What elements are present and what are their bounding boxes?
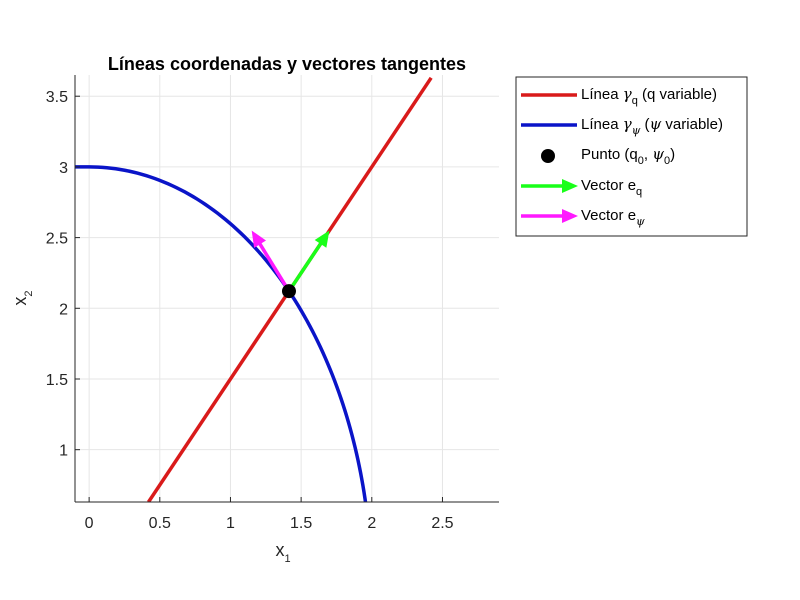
x-tick-label-0: 0	[85, 515, 94, 532]
svg-text:Línea γψ (ψ variable): Línea γψ (ψ variable)	[581, 115, 723, 137]
legend-swatch-point	[541, 149, 555, 163]
legend: Línea γq (q variable) Línea γψ (ψ variab…	[515, 76, 748, 237]
vector-eq-arrowhead	[314, 230, 330, 248]
vector-epsi-arrowhead	[251, 230, 267, 248]
legend-label-point: Punto (q	[581, 146, 638, 163]
legend-label-vector-eq: Vector e	[581, 177, 636, 194]
y-axis-label: x2	[10, 290, 35, 305]
svg-text:x1: x1	[275, 540, 290, 565]
legend-swatch-vector-epsi-head	[562, 209, 578, 223]
series-layer	[75, 76, 433, 502]
svg-text:Punto (q0, ψ0): Punto (q0, ψ0)	[581, 145, 675, 167]
series-curve-psi	[75, 165, 368, 502]
legend-item-point: Punto (q0, ψ0)	[541, 145, 675, 167]
legend-swatch-vector-eq-head	[562, 179, 578, 193]
x-tick-label-1: 0.5	[149, 515, 171, 532]
svg-text:x2: x2	[10, 290, 35, 305]
grid-lines	[75, 75, 499, 502]
legend-item-line-psi: Línea γψ (ψ variable)	[521, 115, 723, 137]
legend-item-line-q: Línea γq (q variable)	[521, 85, 717, 107]
y-tick-label-4: 3	[59, 160, 68, 177]
legend-label-line-psi: Línea	[581, 116, 623, 133]
svg-text:Vector eq: Vector eq	[581, 177, 642, 198]
y-tick-label-1: 1.5	[46, 372, 68, 389]
legend-label-vector-epsi: Vector e	[581, 207, 636, 224]
tick-labels: 0 0.5 1 1.5 2 2.5 1 1.5 2 2.5 3 3.5	[46, 89, 454, 532]
x-tick-label-2: 1	[226, 515, 235, 532]
axes	[74, 75, 499, 503]
x-tick-label-5: 2.5	[431, 515, 453, 532]
legend-item-vector-eq: Vector eq	[521, 177, 642, 198]
series-point-q0-psi0	[281, 284, 296, 299]
y-tick-label-2: 2	[59, 301, 68, 318]
svg-text:Línea γq (q variable): Línea γq (q variable)	[581, 85, 717, 107]
legend-item-vector-epsi: Vector eψ	[521, 207, 645, 228]
y-tick-label-5: 3.5	[46, 89, 68, 106]
y-tick-label-0: 1	[59, 443, 68, 460]
x-axis-label: x1	[275, 540, 290, 565]
x-axis-label-sub: 1	[284, 553, 290, 565]
y-tick-label-3: 2.5	[46, 231, 68, 248]
vector-epsi-shaft	[257, 241, 291, 293]
chart-title: Líneas coordenadas y vectores tangentes	[108, 54, 466, 74]
title-group: Líneas coordenadas y vectores tangentes	[108, 54, 466, 74]
x-tick-label-4: 2	[367, 515, 376, 532]
legend-label-line-q: Línea	[581, 86, 623, 103]
y-axis-label-base: x	[10, 297, 30, 306]
legend-symbol-gamma: γ	[623, 85, 632, 103]
y-axis-label-sub: 2	[23, 290, 35, 296]
vector-eq-shaft	[287, 241, 324, 293]
svg-text:Vector eψ: Vector eψ	[581, 207, 645, 228]
x-tick-label-3: 1.5	[290, 515, 312, 532]
x-axis-label-base: x	[275, 540, 284, 560]
